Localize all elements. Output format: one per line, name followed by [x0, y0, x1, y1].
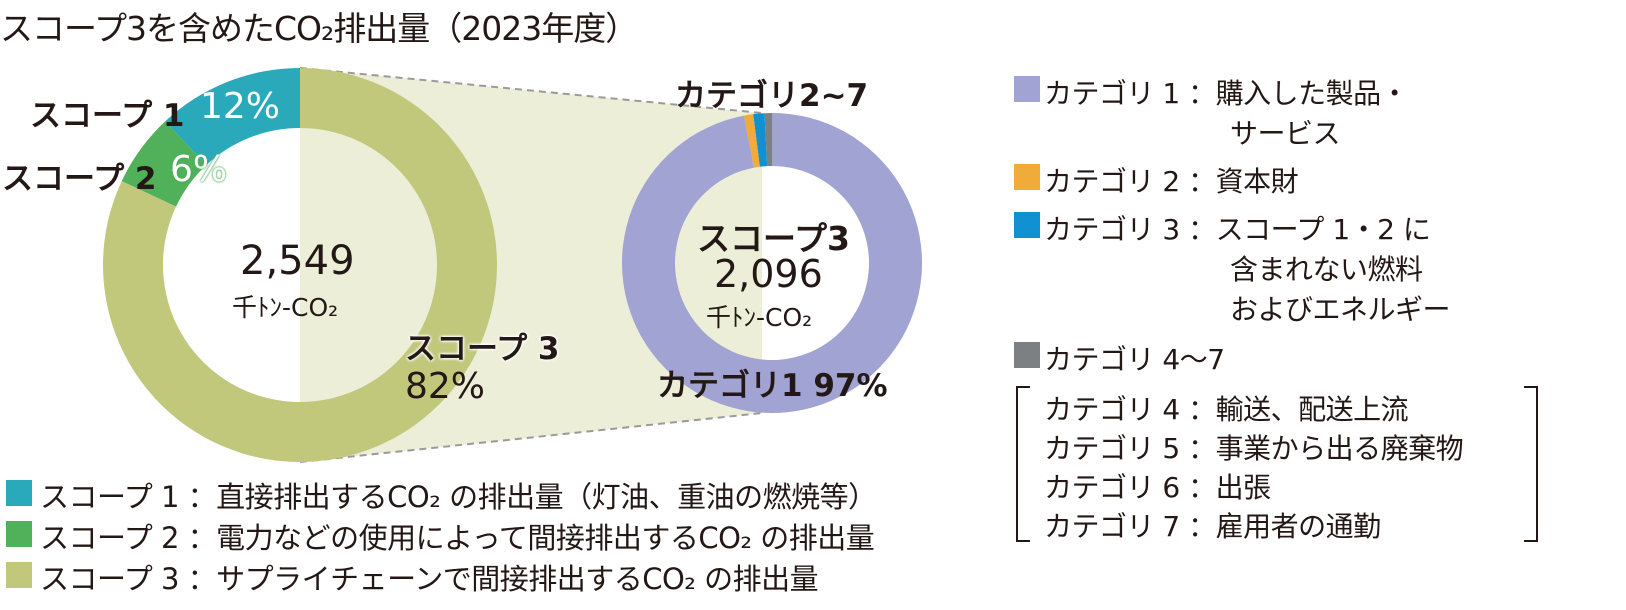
- legend-scope1: スコープ 1 ：直接排出するCO₂ の排出量（灯油、重油の燃焼等）: [40, 480, 877, 514]
- legend-cat6: カテゴリ 6 ：出張: [1044, 471, 1271, 504]
- legend-scope3: スコープ 3 ：サプライチェーンで間接排出するCO₂ の排出量: [40, 562, 819, 596]
- legend-cat3-line2: 含まれない燃料: [1230, 253, 1423, 286]
- legend-swatch-scope3: [6, 562, 32, 588]
- legend-cat7: カテゴリ 7 ：雇用者の通勤: [1044, 510, 1381, 543]
- legend-cat4-7: カテゴリ 4～7: [1044, 343, 1225, 376]
- slice-scope2: [121, 121, 207, 207]
- slice-scope3: [102, 68, 497, 462]
- label-scope3-name: スコープ 3: [405, 331, 560, 367]
- connector-top-line: [299, 67, 763, 114]
- legend-cat4: カテゴリ 4 ：輸送、配送上流: [1044, 393, 1409, 426]
- donut-chart-total: [102, 68, 497, 462]
- legend-swatch-scope2: [6, 521, 32, 547]
- legend-scope2: スコープ 2 ：電力などの使用によって間接排出するCO₂ の排出量: [40, 521, 875, 555]
- connector-bottom-line: [299, 412, 763, 463]
- slice-cat2: [743, 114, 760, 168]
- label-scope1-name: スコープ 1: [30, 98, 185, 134]
- donut2-center-title: スコープ3: [697, 219, 850, 258]
- label-scope1: スコープ 1: [30, 90, 185, 135]
- slice-cat4-7: [764, 113, 772, 167]
- legend-swatch-cat2: [1014, 164, 1040, 190]
- label-scope2-name: スコープ 2: [2, 161, 157, 197]
- label-scope1-pct: 12%: [200, 86, 281, 127]
- legend-bracket-right: [1524, 386, 1538, 542]
- legend-cat1-line1: カテゴリ 1 ：購入した製品・: [1044, 77, 1409, 110]
- chart-title: スコープ3を含めたCO₂排出量（2023年度）: [0, 9, 638, 48]
- label-scope3-pct: 82%: [405, 366, 486, 407]
- label-cat1: カテゴリ1 97%: [657, 368, 888, 404]
- donut2-center-unit: 千ﾄﾝ-CO₂: [706, 303, 813, 332]
- legend-swatch-cat3: [1014, 212, 1040, 238]
- donut1-center-unit: 千ﾄﾝ-CO₂: [232, 293, 339, 322]
- legend-cat5: カテゴリ 5 ：事業から出る廃棄物: [1044, 432, 1464, 465]
- legend-cat3-line3: およびエネルギー: [1230, 293, 1451, 326]
- legend-cat3-line1: カテゴリ 3 ：スコープ 1・2 に: [1044, 213, 1431, 246]
- slice-cat1: [622, 113, 923, 413]
- donut2-center-value: 2,096: [714, 252, 823, 296]
- legend-swatch-scope1: [6, 480, 32, 506]
- legend-cat2: カテゴリ 2 ：資本財: [1044, 165, 1299, 198]
- label-scope2-pct: 6%: [170, 149, 228, 190]
- label-scope2: スコープ 2: [2, 153, 157, 198]
- donut-chart-scope3: [622, 113, 923, 413]
- legend-bracket-left: [1016, 386, 1030, 542]
- donut1-center-value: 2,549: [240, 238, 355, 284]
- slice-scope1: [165, 68, 300, 166]
- legend-cat1-line2: サービス: [1230, 117, 1341, 150]
- legend-swatch-cat4-7: [1014, 342, 1040, 368]
- donut2-top-label: カテゴリ2~7: [675, 78, 869, 114]
- legend-swatch-cat1: [1014, 76, 1040, 102]
- slice-cat3: [753, 113, 768, 167]
